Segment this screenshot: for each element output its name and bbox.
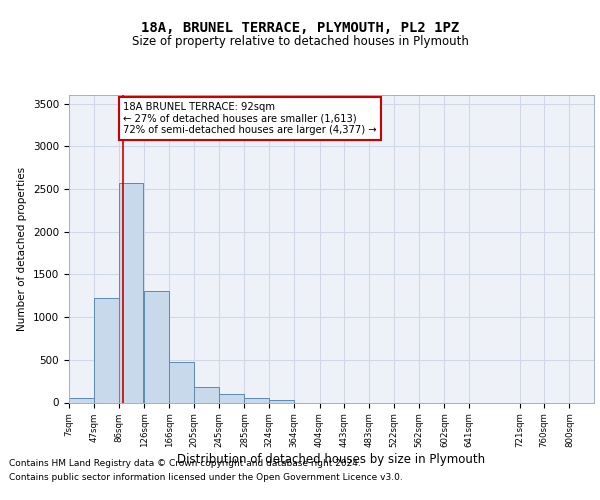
Bar: [219, 394, 244, 402]
Bar: [69, 398, 94, 402]
Bar: [269, 400, 293, 402]
Bar: [194, 387, 218, 402]
Text: 18A, BRUNEL TERRACE, PLYMOUTH, PL2 1PZ: 18A, BRUNEL TERRACE, PLYMOUTH, PL2 1PZ: [141, 21, 459, 35]
Y-axis label: Number of detached properties: Number of detached properties: [17, 166, 28, 331]
Text: Contains HM Land Registry data © Crown copyright and database right 2024.: Contains HM Land Registry data © Crown c…: [9, 460, 361, 468]
Bar: [94, 298, 119, 403]
Text: Contains public sector information licensed under the Open Government Licence v3: Contains public sector information licen…: [9, 473, 403, 482]
Bar: [169, 362, 194, 403]
X-axis label: Distribution of detached houses by size in Plymouth: Distribution of detached houses by size …: [178, 452, 485, 466]
Text: 18A BRUNEL TERRACE: 92sqm
← 27% of detached houses are smaller (1,613)
72% of se: 18A BRUNEL TERRACE: 92sqm ← 27% of detac…: [123, 102, 377, 135]
Bar: [144, 290, 169, 403]
Bar: [119, 183, 143, 402]
Text: Size of property relative to detached houses in Plymouth: Size of property relative to detached ho…: [131, 36, 469, 49]
Bar: [244, 398, 269, 402]
